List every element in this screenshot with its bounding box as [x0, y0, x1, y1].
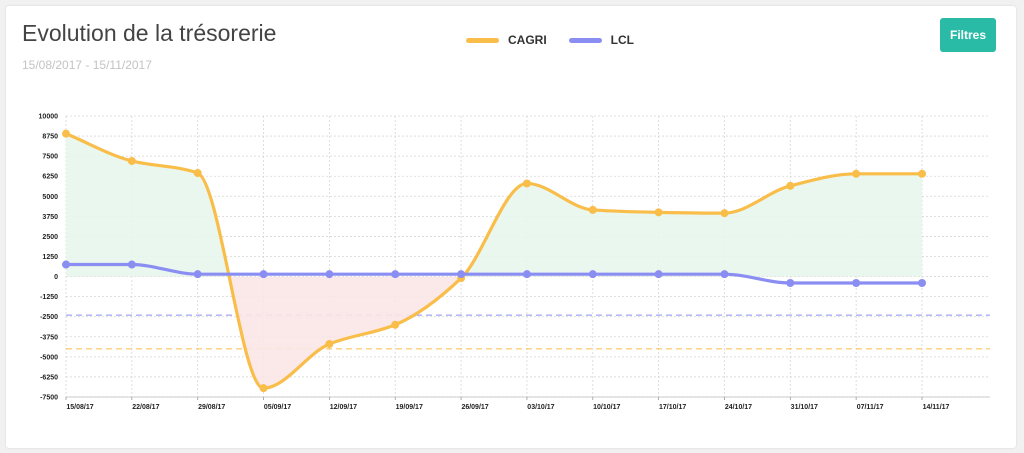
data-point-lcl [325, 270, 334, 279]
series-line-cagri [64, 132, 924, 390]
data-point-lcl [457, 270, 466, 279]
data-point-lcl [259, 270, 268, 279]
data-point-lcl [127, 260, 136, 269]
cagri-negative-area [229, 276, 463, 389]
y-tick-label: -1250 [40, 294, 58, 301]
x-tick-label: 03/10/17 [527, 404, 554, 411]
y-tick-label: 1250 [42, 254, 58, 261]
y-tick-label: 6250 [42, 174, 58, 181]
legend-item-cagri[interactable]: CAGRI [466, 33, 547, 47]
data-point-lcl [852, 278, 861, 287]
cagri-positive-area [66, 133, 922, 277]
legend-label-lcl: LCL [610, 33, 634, 47]
data-point-cagri [720, 209, 729, 218]
data-point-cagri [852, 169, 861, 178]
data-point-cagri [522, 179, 531, 188]
y-tick-label: -6250 [40, 374, 58, 381]
y-tick-label: 7500 [42, 154, 58, 161]
data-point-lcl [918, 278, 926, 287]
x-tick-label: 31/10/17 [791, 404, 818, 411]
y-tick-label: -3750 [40, 334, 58, 341]
x-tick-label: 07/11/17 [857, 404, 884, 411]
y-tick-label: 5000 [42, 194, 58, 201]
filters-button[interactable]: Filtres [940, 18, 996, 52]
x-tick-label: 26/09/17 [461, 404, 488, 411]
data-point-cagri [588, 205, 597, 214]
data-point-lcl [588, 270, 597, 279]
y-tick-label: -5000 [40, 354, 58, 361]
y-tick-label: 3750 [42, 214, 58, 221]
data-point-lcl [720, 270, 729, 279]
data-point-cagri [786, 181, 795, 190]
page-title: Evolution de la trésorerie [22, 20, 277, 46]
y-tick-label: -2500 [40, 314, 58, 321]
y-tick-label: -7500 [40, 395, 58, 402]
x-tick-label: 14/11/17 [923, 404, 950, 411]
data-point-lcl [391, 270, 400, 279]
x-tick-label: 05/09/17 [264, 404, 291, 411]
y-tick-label: 0 [54, 274, 58, 281]
data-point-lcl [193, 270, 202, 279]
data-point-cagri [391, 320, 400, 329]
chart-legend: CAGRI LCL [466, 33, 656, 47]
y-tick-label: 8750 [42, 134, 58, 141]
y-tick-label: 2500 [42, 234, 58, 241]
x-tick-label: 24/10/17 [725, 404, 752, 411]
legend-swatch-cagri [466, 37, 499, 43]
data-point-cagri [918, 169, 926, 178]
x-tick-label: 19/09/17 [396, 404, 423, 411]
x-tick-label: 10/10/17 [593, 404, 620, 411]
legend-label-cagri: CAGRI [508, 33, 547, 47]
x-tick-label: 22/08/17 [132, 404, 159, 411]
data-point-cagri [654, 208, 663, 217]
data-point-cagri [62, 129, 70, 138]
date-range: 15/08/2017 - 15/11/2017 [22, 58, 152, 72]
series-line-lcl [64, 262, 924, 285]
data-point-cagri [193, 169, 202, 178]
legend-item-lcl[interactable]: LCL [568, 33, 634, 47]
legend-swatch-lcl [568, 37, 602, 43]
data-point-lcl [654, 270, 663, 279]
data-point-lcl [522, 270, 531, 279]
x-tick-label: 17/10/17 [659, 404, 686, 411]
data-point-cagri [325, 340, 334, 349]
x-tick-label: 12/09/17 [330, 404, 357, 411]
x-tick-label: 29/08/17 [198, 404, 225, 411]
data-point-lcl [62, 260, 70, 269]
x-tick-label: 15/08/17 [66, 404, 93, 411]
data-point-lcl [786, 278, 795, 287]
data-point-cagri [259, 384, 268, 393]
data-point-cagri [127, 156, 136, 165]
y-tick-label: 10000 [39, 114, 59, 121]
